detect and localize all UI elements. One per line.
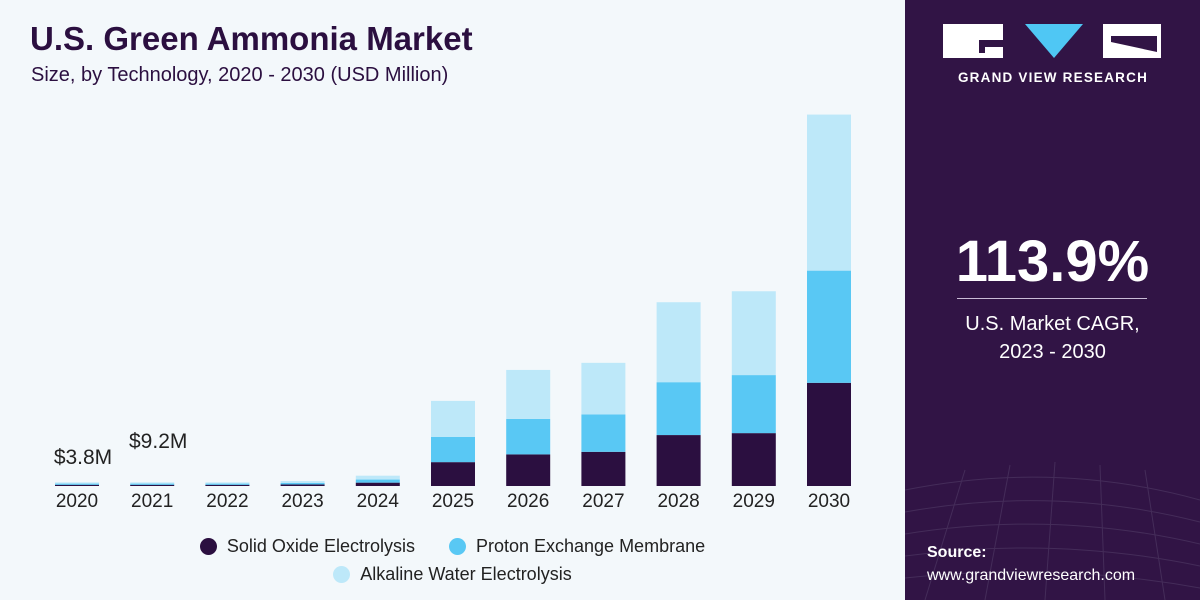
legend-item-alkaline-water: Alkaline Water Electrolysis	[333, 564, 572, 585]
bar-2030-solid-oxide-electrolysis	[807, 382, 851, 486]
source-url[interactable]: www.grandviewresearch.com	[927, 567, 1136, 584]
bar-2022-alkaline-water-electrolysis	[205, 482, 250, 484]
bar-group	[55, 114, 851, 486]
bar-2022-solid-oxide-electrolysis	[205, 484, 250, 486]
bar-2022-proton-exchange-membrane	[205, 483, 250, 485]
bar-2023-proton-exchange-membrane	[280, 482, 325, 485]
bar-2029-proton-exchange-membrane	[731, 375, 776, 434]
grand-view-research-logo: GRAND VIEW RESEARCH	[943, 22, 1163, 92]
bar-2030-proton-exchange-membrane	[807, 270, 851, 383]
x-tick-2028: 2028	[657, 491, 699, 512]
bar-2029-alkaline-water-electrolysis	[731, 291, 776, 376]
bar-2027-alkaline-water-electrolysis	[581, 362, 626, 415]
decorative-grid	[905, 461, 1200, 600]
x-tick-2026: 2026	[507, 491, 549, 512]
cagr-value: 113.9%	[955, 229, 1150, 294]
bar-2029-solid-oxide-electrolysis	[731, 433, 776, 486]
legend-row-1: Solid Oxide Electrolysis Proton Exchange…	[0, 536, 905, 557]
bar-2025-solid-oxide-electrolysis	[431, 462, 475, 486]
bar-2030-alkaline-water-electrolysis	[807, 114, 851, 271]
bar-2024-alkaline-water-electrolysis	[355, 475, 400, 480]
legend-label-solid-oxide: Solid Oxide Electrolysis	[226, 536, 415, 556]
legend-item-solid-oxide: Solid Oxide Electrolysis	[199, 536, 415, 557]
x-tick-2027: 2027	[582, 491, 624, 512]
bar-2027-solid-oxide-electrolysis	[581, 451, 626, 486]
x-tick-2023: 2023	[281, 491, 323, 512]
bar-2024-proton-exchange-membrane	[355, 479, 400, 483]
cagr-label: U.S. Market CAGR, 2023 - 2030	[905, 310, 1200, 366]
bar-2021-solid-oxide-electrolysis	[130, 484, 175, 486]
bar-2024-solid-oxide-electrolysis	[355, 482, 400, 486]
legend-row-2: Alkaline Water Electrolysis	[0, 564, 905, 585]
x-tick-2025: 2025	[432, 491, 474, 512]
bar-2028-proton-exchange-membrane	[656, 382, 701, 436]
bar-2027-proton-exchange-membrane	[581, 414, 626, 452]
cagr-label-line-1: U.S. Market CAGR,	[965, 313, 1140, 335]
cagr-divider	[957, 298, 1147, 299]
legend-label-proton-exchange: Proton Exchange Membrane	[475, 536, 706, 556]
bar-2021-proton-exchange-membrane	[130, 483, 175, 485]
x-tick-2022: 2022	[206, 491, 248, 512]
x-tick-2029: 2029	[733, 491, 775, 512]
chart-panel: U.S. Green Ammonia Market Size, by Techn…	[0, 20, 905, 585]
cagr-label-line-2: 2023 - 2030	[999, 341, 1106, 363]
bar-2020-solid-oxide-electrolysis	[55, 484, 99, 486]
bar-2020-proton-exchange-membrane	[55, 483, 99, 485]
bar-2028-alkaline-water-electrolysis	[656, 302, 701, 383]
bar-2020-alkaline-water-electrolysis	[55, 482, 99, 484]
bar-2028-solid-oxide-electrolysis	[656, 435, 701, 486]
data-label-2020: $3.8M	[54, 446, 112, 469]
bar-2023-alkaline-water-electrolysis	[280, 481, 325, 483]
stacked-bar-chart: 2020 $3.8M 2021 $9.2M 2022 2023 2024 2025 2026 20…	[54, 114, 851, 512]
source-label: Source:	[927, 544, 987, 561]
x-tick-2030: 2030	[808, 491, 850, 512]
x-tick-2020: 2020	[56, 491, 98, 512]
legend-label-alkaline-water: Alkaline Water Electrolysis	[360, 564, 572, 584]
data-label-2021: $9.2M	[129, 430, 187, 453]
bar-2026-alkaline-water-electrolysis	[506, 369, 551, 419]
bar-2026-solid-oxide-electrolysis	[506, 454, 551, 486]
x-tick-2021: 2021	[131, 491, 173, 512]
legend-swatch-solid-oxide	[199, 538, 217, 555]
chart-title: U.S. Green Ammonia Market	[30, 20, 473, 57]
bar-2023-solid-oxide-electrolysis	[280, 484, 325, 486]
brand-panel: GRAND VIEW RESEARCH 113.9% U.S. Market C…	[905, 0, 1200, 600]
legend-item-proton-exchange: Proton Exchange Membrane	[448, 536, 706, 557]
bar-2025-alkaline-water-electrolysis	[431, 400, 475, 437]
x-tick-2024: 2024	[357, 491, 400, 512]
gvr-logo-icon	[943, 24, 1161, 58]
bar-2025-proton-exchange-membrane	[431, 436, 475, 463]
legend-swatch-proton-exchange	[448, 538, 466, 555]
label-group: 2020 $3.8M 2021 $9.2M 2022 2023 2024 2025 2026 20…	[54, 430, 850, 512]
brand-name: GRAND VIEW RESEARCH	[957, 70, 1149, 85]
bar-2021-alkaline-water-electrolysis	[130, 482, 175, 484]
chart-subtitle: Size, by Technology, 2020 - 2030 (USD Mi…	[31, 64, 449, 86]
legend-swatch-alkaline-water	[333, 566, 351, 583]
bar-2026-proton-exchange-membrane	[506, 418, 551, 455]
